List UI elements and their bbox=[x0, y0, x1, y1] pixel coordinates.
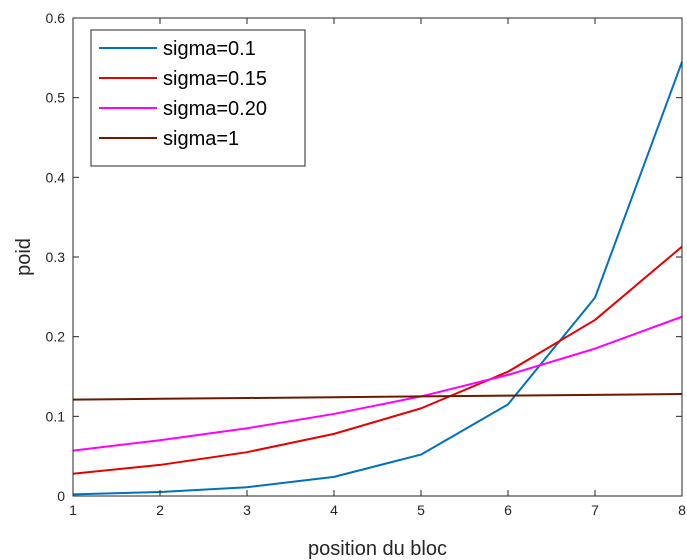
legend-label: sigma=0.15 bbox=[163, 68, 267, 90]
x-tick-label: 8 bbox=[678, 502, 686, 518]
y-tick-label: 0.1 bbox=[46, 408, 66, 424]
x-tick-label: 1 bbox=[69, 502, 77, 518]
x-tick-label: 3 bbox=[243, 502, 251, 518]
axes-layer: 1 2 3 4 5 6 7 8 0 0.1 0.2 0.3 0.4 0.5 0.6 bbox=[46, 10, 687, 518]
y-axis-label: poid bbox=[13, 238, 35, 276]
y-tick-label: 0.2 bbox=[46, 329, 66, 345]
x-tick-label: 5 bbox=[417, 502, 425, 518]
legend-label: sigma=1 bbox=[163, 128, 239, 150]
x-tick-label: 2 bbox=[156, 502, 164, 518]
y-tick-label: 0.5 bbox=[46, 90, 66, 106]
y-tick-label: 0.4 bbox=[46, 169, 66, 185]
y-tick-label: 0.3 bbox=[46, 249, 66, 265]
y-tick-label: 0 bbox=[57, 488, 65, 504]
series-line-2 bbox=[72, 315, 683, 452]
x-tick-label: 7 bbox=[591, 502, 599, 518]
legend-label: sigma=0.1 bbox=[163, 38, 256, 60]
legend: sigma=0.1 sigma=0.15 sigma=0.20 sigma=1 bbox=[90, 29, 306, 167]
y-tick-label: 0.6 bbox=[46, 10, 66, 26]
series-layer bbox=[72, 61, 683, 496]
series-line-1 bbox=[72, 245, 683, 475]
series-line-0 bbox=[72, 61, 683, 496]
legend-box bbox=[90, 29, 306, 167]
series-line-3 bbox=[72, 393, 683, 401]
x-axis-label: position du bloc bbox=[308, 538, 447, 560]
x-tick-label: 4 bbox=[330, 502, 338, 518]
legend-label: sigma=0.20 bbox=[163, 98, 267, 120]
x-tick-label: 6 bbox=[504, 502, 512, 518]
